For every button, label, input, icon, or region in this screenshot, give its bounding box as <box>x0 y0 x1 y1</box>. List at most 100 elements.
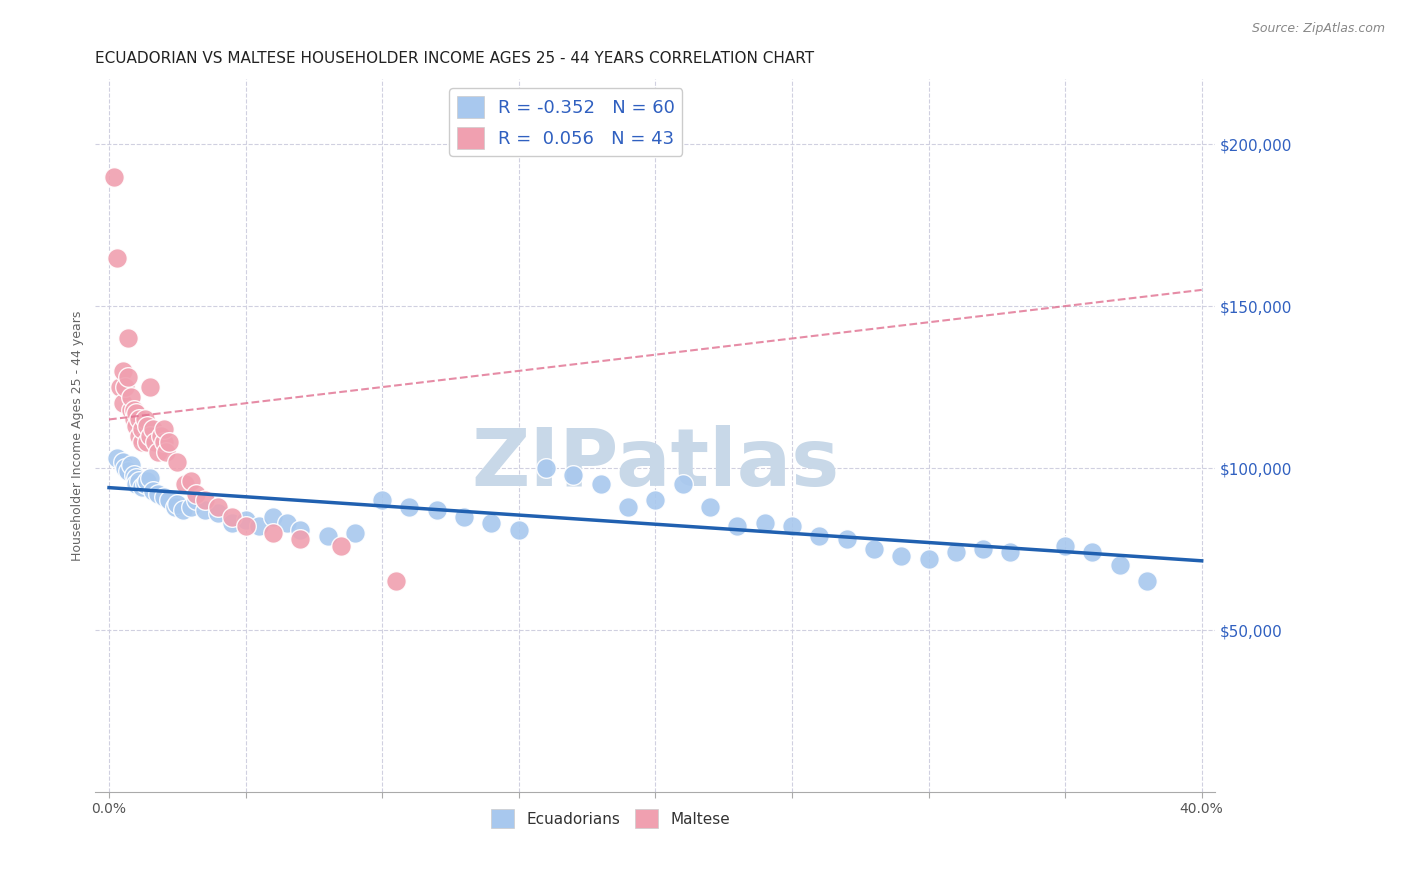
Point <box>835 533 858 547</box>
Point <box>111 454 134 468</box>
Point <box>180 500 202 514</box>
Point <box>343 525 366 540</box>
Point <box>125 419 148 434</box>
Point <box>508 523 530 537</box>
Text: ZIPatlas: ZIPatlas <box>471 425 839 503</box>
Point <box>262 525 284 540</box>
Point <box>114 461 136 475</box>
Point <box>186 493 208 508</box>
Point <box>148 445 170 459</box>
Point <box>180 474 202 488</box>
Point <box>808 529 831 543</box>
Point <box>1081 545 1104 559</box>
Point <box>534 461 557 475</box>
Point <box>207 500 229 514</box>
Point <box>125 477 148 491</box>
Point <box>120 402 142 417</box>
Point <box>290 533 312 547</box>
Point <box>122 467 145 482</box>
Text: Source: ZipAtlas.com: Source: ZipAtlas.com <box>1251 22 1385 36</box>
Point <box>131 481 153 495</box>
Point <box>155 445 177 459</box>
Point <box>617 500 640 514</box>
Point <box>134 477 156 491</box>
Point <box>125 406 148 420</box>
Point <box>157 435 180 450</box>
Point <box>262 509 284 524</box>
Point <box>194 493 217 508</box>
Point <box>139 471 162 485</box>
Point <box>1054 539 1077 553</box>
Point <box>152 422 174 436</box>
Point <box>149 428 172 442</box>
Point <box>890 549 912 563</box>
Point <box>166 454 188 468</box>
Point <box>136 435 159 450</box>
Point <box>152 490 174 504</box>
Point <box>972 541 994 556</box>
Point <box>142 483 165 498</box>
Point <box>371 493 394 508</box>
Point <box>122 412 145 426</box>
Point <box>172 503 194 517</box>
Point <box>863 541 886 556</box>
Point <box>290 523 312 537</box>
Point <box>221 516 243 530</box>
Point <box>754 516 776 530</box>
Point <box>139 428 162 442</box>
Point <box>128 428 150 442</box>
Point <box>780 519 803 533</box>
Point <box>111 364 134 378</box>
Point <box>562 467 585 482</box>
Point <box>122 402 145 417</box>
Point <box>1108 558 1130 573</box>
Point <box>725 519 748 533</box>
Point <box>105 451 128 466</box>
Y-axis label: Householder Income Ages 25 - 44 years: Householder Income Ages 25 - 44 years <box>72 310 84 561</box>
Point <box>111 396 134 410</box>
Point <box>142 422 165 436</box>
Point <box>316 529 339 543</box>
Point <box>276 516 298 530</box>
Point <box>136 474 159 488</box>
Point <box>131 435 153 450</box>
Point <box>136 419 159 434</box>
Point <box>105 251 128 265</box>
Point <box>152 435 174 450</box>
Point <box>453 509 475 524</box>
Point <box>235 519 257 533</box>
Point <box>157 493 180 508</box>
Point <box>117 370 139 384</box>
Point <box>120 390 142 404</box>
Point <box>103 169 125 184</box>
Point <box>174 477 197 491</box>
Point <box>207 507 229 521</box>
Point <box>166 497 188 511</box>
Point <box>235 513 257 527</box>
Point <box>247 519 270 533</box>
Point <box>426 503 449 517</box>
Point <box>120 458 142 472</box>
Point <box>148 487 170 501</box>
Point <box>385 574 408 589</box>
Legend: Ecuadorians, Maltese: Ecuadorians, Maltese <box>485 804 737 834</box>
Point <box>139 380 162 394</box>
Point <box>589 477 612 491</box>
Point <box>330 539 353 553</box>
Point <box>114 380 136 394</box>
Point <box>644 493 666 508</box>
Point <box>134 412 156 426</box>
Point <box>1136 574 1159 589</box>
Point <box>945 545 967 559</box>
Point <box>194 503 217 517</box>
Point <box>917 551 939 566</box>
Point <box>128 412 150 426</box>
Point <box>398 500 420 514</box>
Text: ECUADORIAN VS MALTESE HOUSEHOLDER INCOME AGES 25 - 44 YEARS CORRELATION CHART: ECUADORIAN VS MALTESE HOUSEHOLDER INCOME… <box>96 51 814 66</box>
Point <box>117 331 139 345</box>
Point <box>131 422 153 436</box>
Point <box>481 516 503 530</box>
Point <box>125 471 148 485</box>
Point <box>672 477 695 491</box>
Point <box>117 464 139 478</box>
